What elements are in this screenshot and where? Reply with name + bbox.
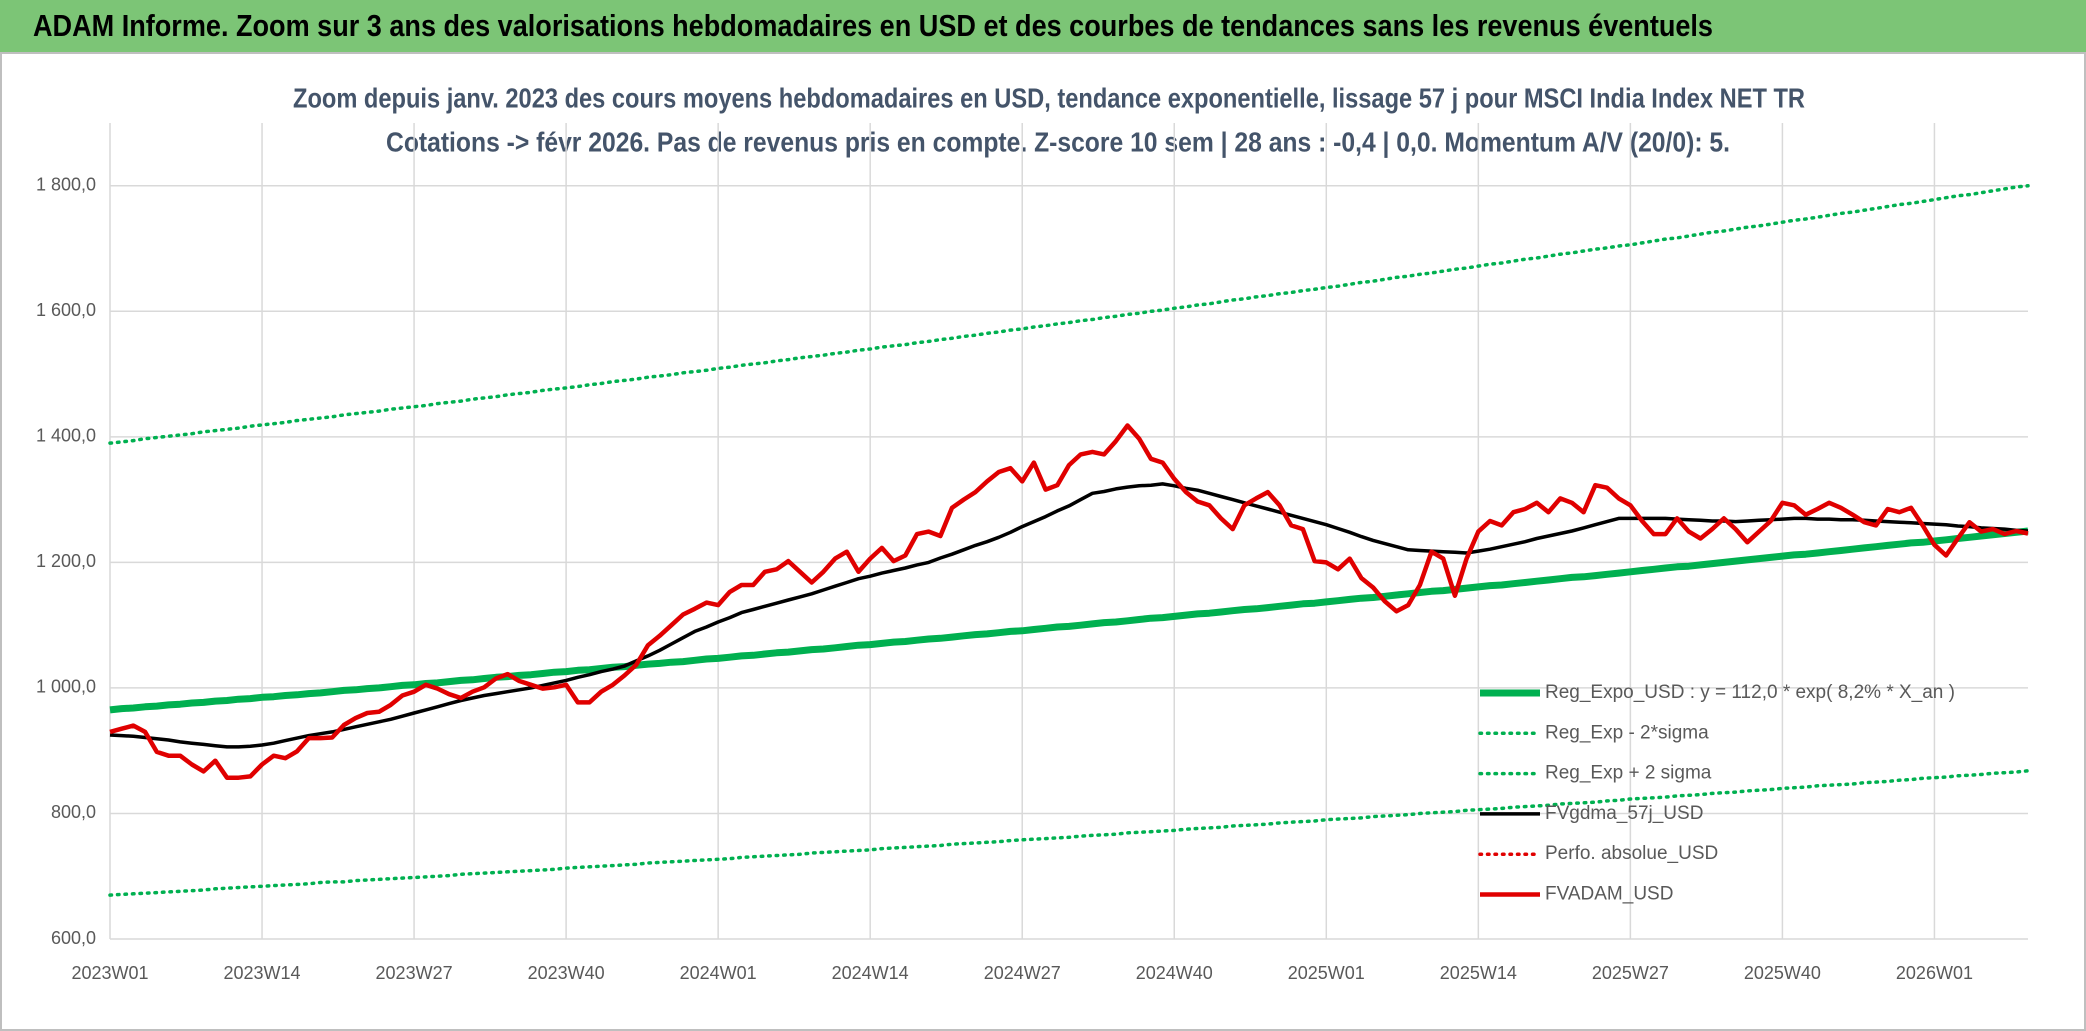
legend-label: Reg_Exp - 2*sigma [1545,722,1709,743]
x-tick-label: 2024W01 [680,963,757,983]
y-tick-label: 800,0 [51,802,96,822]
x-tick-label: 2023W40 [528,963,605,983]
header-title: ADAM Informe. Zoom sur 3 ans des valoris… [33,8,1713,43]
x-tick-label: 2026W01 [1896,963,1973,983]
x-tick-label: 2025W27 [1592,963,1669,983]
y-tick-label: 1 800,0 [36,175,96,195]
y-tick-label: 1 000,0 [36,677,96,697]
series-line [109,527,2029,714]
x-tick-label: 2024W40 [1136,963,1213,983]
legend-label: FVgdma_57j_USD [1545,803,1703,824]
x-tick-label: 2024W14 [832,963,909,983]
series-line [108,769,2030,897]
y-tick-label: 1 200,0 [36,551,96,571]
x-tick-label: 2025W14 [1440,963,1517,983]
series-line [108,184,2030,445]
x-tick-label: 2025W40 [1744,963,1821,983]
chart-subtitle: Cotations -> févr 2026. Pas de revenus p… [386,126,1730,157]
frame [0,52,2086,1031]
header-bar [0,0,2086,53]
legend-label: FVADAM_USD [1545,884,1673,905]
x-tick-label: 2023W27 [376,963,453,983]
x-tick-label: 2023W01 [71,963,148,983]
y-tick-label: 1 400,0 [36,426,96,446]
legend-label: Reg_Exp + 2 sigma [1545,763,1712,784]
y-tick-label: 1 600,0 [36,300,96,320]
series-line [109,423,2029,780]
chart-title: Zoom depuis janv. 2023 des cours moyens … [293,82,1805,113]
legend-label: Perfo. absolue_USD [1545,843,1718,864]
y-tick-label: 600,0 [51,928,96,948]
x-tick-label: 2025W01 [1288,963,1365,983]
x-tick-label: 2024W27 [984,963,1061,983]
x-tick-label: 2023W14 [224,963,301,983]
series-line [109,482,2029,749]
legend-label: Reg_Expo_USD : y = 112,0 * exp( 8,2% * X… [1545,682,1955,703]
